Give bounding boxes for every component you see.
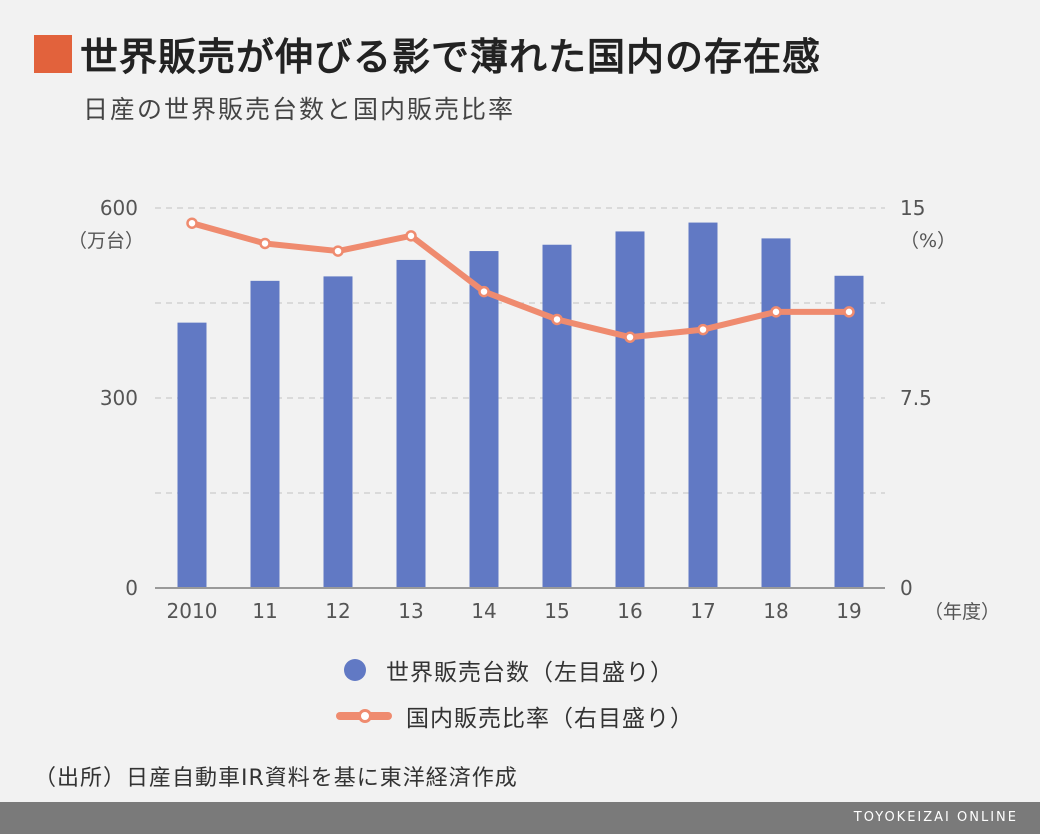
x-unit: （年度） <box>924 601 1000 623</box>
x-tick-18: 18 <box>763 599 788 623</box>
x-tick-16: 16 <box>617 599 642 623</box>
footer-bar: TOYOKEIZAI ONLINE <box>0 802 1040 834</box>
chart-subtitle: 日産の世界販売台数と国内販売比率 <box>83 95 516 124</box>
chart-title: 世界販売が伸びる影で薄れた国内の存在感 <box>80 35 822 79</box>
bar-16 <box>615 231 645 588</box>
point-12 <box>332 245 344 257</box>
bar-11 <box>250 280 280 588</box>
legend-bar-label: 世界販売台数（左目盛り） <box>386 660 674 686</box>
legend-bar-swatch <box>344 659 366 681</box>
bar-14 <box>469 251 499 589</box>
bar-12 <box>323 276 353 588</box>
bar-15 <box>542 244 572 588</box>
point-11 <box>259 237 271 250</box>
y-left-tick-0: 0 <box>125 576 138 600</box>
point-17 <box>697 323 709 336</box>
y-right-tick-0: 0 <box>900 576 913 600</box>
title-marker <box>34 34 72 73</box>
x-tick-13: 13 <box>398 599 423 623</box>
y-left-unit: （万台） <box>68 230 144 252</box>
point-13 <box>405 230 417 242</box>
x-tick-15: 15 <box>544 599 569 623</box>
footer-brand: TOYOKEIZAI ONLINE <box>853 810 1018 825</box>
x-tick-17: 17 <box>690 599 715 623</box>
x-tick-2010: 2010 <box>167 599 218 623</box>
y-left-tick-300: 300 <box>100 386 138 410</box>
y-left-tick-600: 600 <box>100 196 138 220</box>
bar-13 <box>396 259 426 588</box>
point-16 <box>624 331 636 343</box>
bar-18 <box>761 238 791 588</box>
legend-line: 国内販売比率（右目盛り） <box>336 699 694 733</box>
bar-17 <box>688 222 718 589</box>
x-tick-19: 19 <box>836 599 861 623</box>
x-tick-11: 11 <box>252 599 277 623</box>
series-line-ratio <box>189 220 852 341</box>
y-right-unit: （%） <box>900 230 956 252</box>
point-19 <box>843 306 855 318</box>
bar-2010 <box>177 322 207 588</box>
y-right-tick-7.5: 7.5 <box>900 386 932 410</box>
chart-area: 0 300 600 （万台） 0 7.5 15 （%） 2010 11 12 13 14 15 16 17 18… <box>68 196 1000 623</box>
point-15 <box>551 313 563 326</box>
point-2010 <box>186 217 198 229</box>
y-right-tick-15: 15 <box>900 196 925 220</box>
point-18 <box>770 306 782 318</box>
legend-line-swatch <box>336 709 392 723</box>
source-note: （出所）日産自動車IR資料を基に東洋経済作成 <box>34 766 518 791</box>
x-tick-12: 12 <box>325 599 350 623</box>
title-block: 世界販売が伸びる影で薄れた国内の存在感 <box>34 26 821 81</box>
bar-19 <box>834 275 864 588</box>
legend-bar: 世界販売台数（左目盛り） <box>344 653 674 687</box>
x-tick-14: 14 <box>471 599 496 623</box>
legend-line-label: 国内販売比率（右目盛り） <box>406 706 694 732</box>
point-14 <box>478 285 490 298</box>
